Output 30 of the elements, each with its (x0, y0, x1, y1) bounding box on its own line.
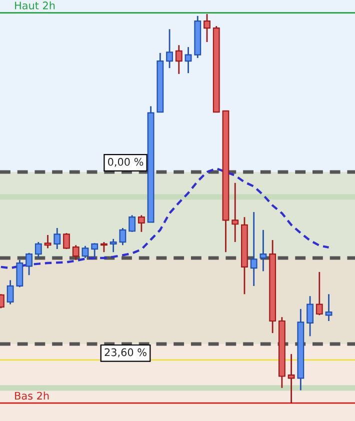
candlestick (316, 271, 323, 316)
candlestick (325, 293, 332, 322)
candlestick (72, 244, 80, 261)
candlestick (306, 295, 314, 337)
candlestick (138, 214, 145, 233)
annotation: 0,00 % (108, 158, 144, 167)
candlestick (54, 227, 61, 250)
candlestick (250, 211, 258, 287)
candlestick (166, 28, 173, 69)
candlestick (110, 238, 117, 253)
candlestick (26, 252, 32, 276)
annotation: 23,60 % (104, 348, 146, 358)
candlestick (100, 241, 108, 253)
candlestick (91, 242, 98, 259)
candlestick (128, 214, 136, 233)
candlestick (175, 44, 182, 75)
candlestick (260, 229, 267, 272)
candlestick (34, 241, 42, 259)
ref-line-label: Bas 2h (15, 392, 49, 400)
ref-line-label: Haut 2h (15, 1, 55, 10)
candlestick (288, 353, 295, 404)
candlestick (63, 232, 70, 250)
candlestick (119, 227, 126, 246)
candlestick (6, 279, 14, 305)
candlestick (204, 13, 210, 43)
candlestick (16, 259, 24, 288)
candlestick (184, 46, 192, 74)
candlestick (232, 182, 239, 243)
candlestick (44, 234, 52, 249)
candlestick (82, 245, 89, 259)
